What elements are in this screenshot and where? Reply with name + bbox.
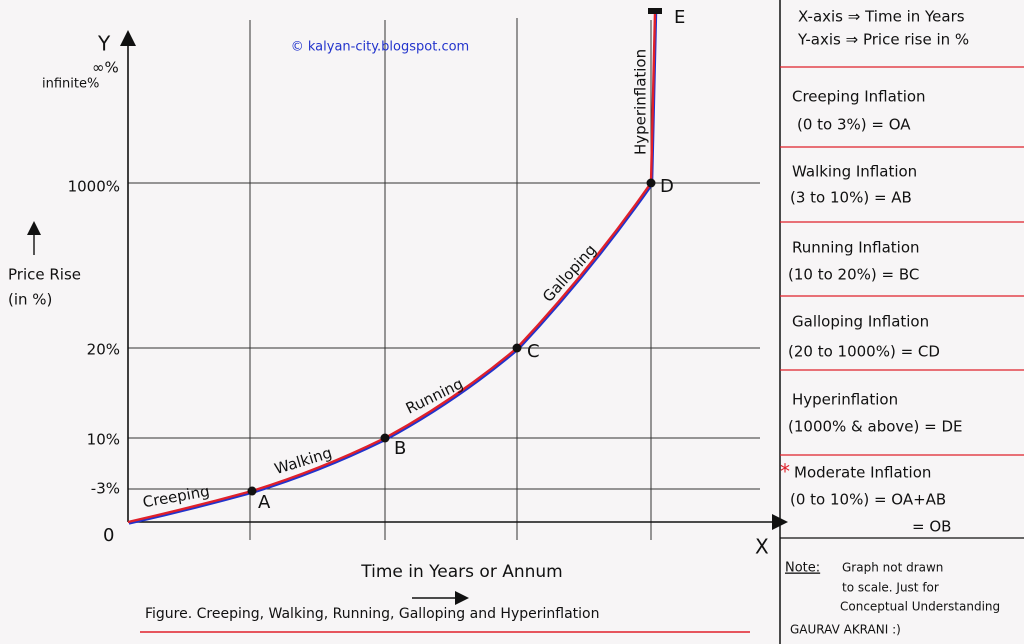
legend-range: (1000% & above) = DE [788,418,963,436]
curve-red [127,11,657,524]
x-axis-label: X [755,535,769,559]
sidebar: X-axis ⇒ Time in Years Y-axis ⇒ Price ri… [779,0,1024,644]
point-label: C [527,341,540,362]
note-line: Conceptual Understanding [840,600,1000,614]
point-label: E [674,7,685,28]
point-dot [247,486,257,496]
legend-name: Hyperinflation [792,391,898,409]
legend-name: Walking Inflation [792,163,917,181]
stage-label: Hyperinflation [632,49,650,155]
curve-blue [128,13,658,525]
note-author: GAURAV AKRANI :) [790,623,901,637]
point-dot [646,178,656,188]
note-line: to scale. Just for [842,581,939,595]
legend-equals: = OB [912,518,951,536]
y-tick-label: 20% [87,341,120,359]
point-label: B [394,438,406,459]
point-dot [512,343,522,353]
caption: Figure. Creeping, Walking, Running, Gall… [145,606,599,622]
point-dot [380,433,390,443]
note-label: Note: [785,561,820,576]
y-title: Price Rise [8,266,81,284]
watermark: © kalyan-city.blogspot.com [291,40,469,55]
legend-range: (0 to 3%) = OA [797,116,911,134]
legend-name: Creeping Inflation [792,88,926,106]
y-unit: (in %) [8,291,52,309]
legend-range: (3 to 10%) = AB [790,189,912,207]
point-dot [648,8,662,14]
y-tick-label: -3% [91,480,120,498]
point-label: D [660,176,674,197]
legend-name: Moderate Inflation [794,464,931,482]
legend-range: (10 to 20%) = BC [788,266,919,284]
legend-axis: X-axis ⇒ Time in Years [798,8,965,26]
y-top-label: ∞% [92,59,119,77]
legend-name: Running Inflation [792,239,920,257]
y-axis-label: Y [97,32,111,56]
y-top-note: infinite% [42,77,99,92]
legend-mark: * [780,460,790,484]
y-tick-label: 10% [87,431,120,449]
origin-label: 0 [103,525,114,546]
note-line: Graph not drawn [842,561,943,575]
grid [128,18,760,540]
legend-range: (20 to 1000%) = CD [788,343,940,361]
y-tick-label: 1000% [68,178,120,196]
legend-name: Galloping Inflation [792,313,929,331]
point-label: A [258,492,271,513]
legend-range: (0 to 10%) = OA+AB [790,491,946,509]
x-title: Time in Years or Annum [360,562,562,582]
legend-axis: Y-axis ⇒ Price rise in % [797,31,969,49]
curve-points [247,8,662,496]
